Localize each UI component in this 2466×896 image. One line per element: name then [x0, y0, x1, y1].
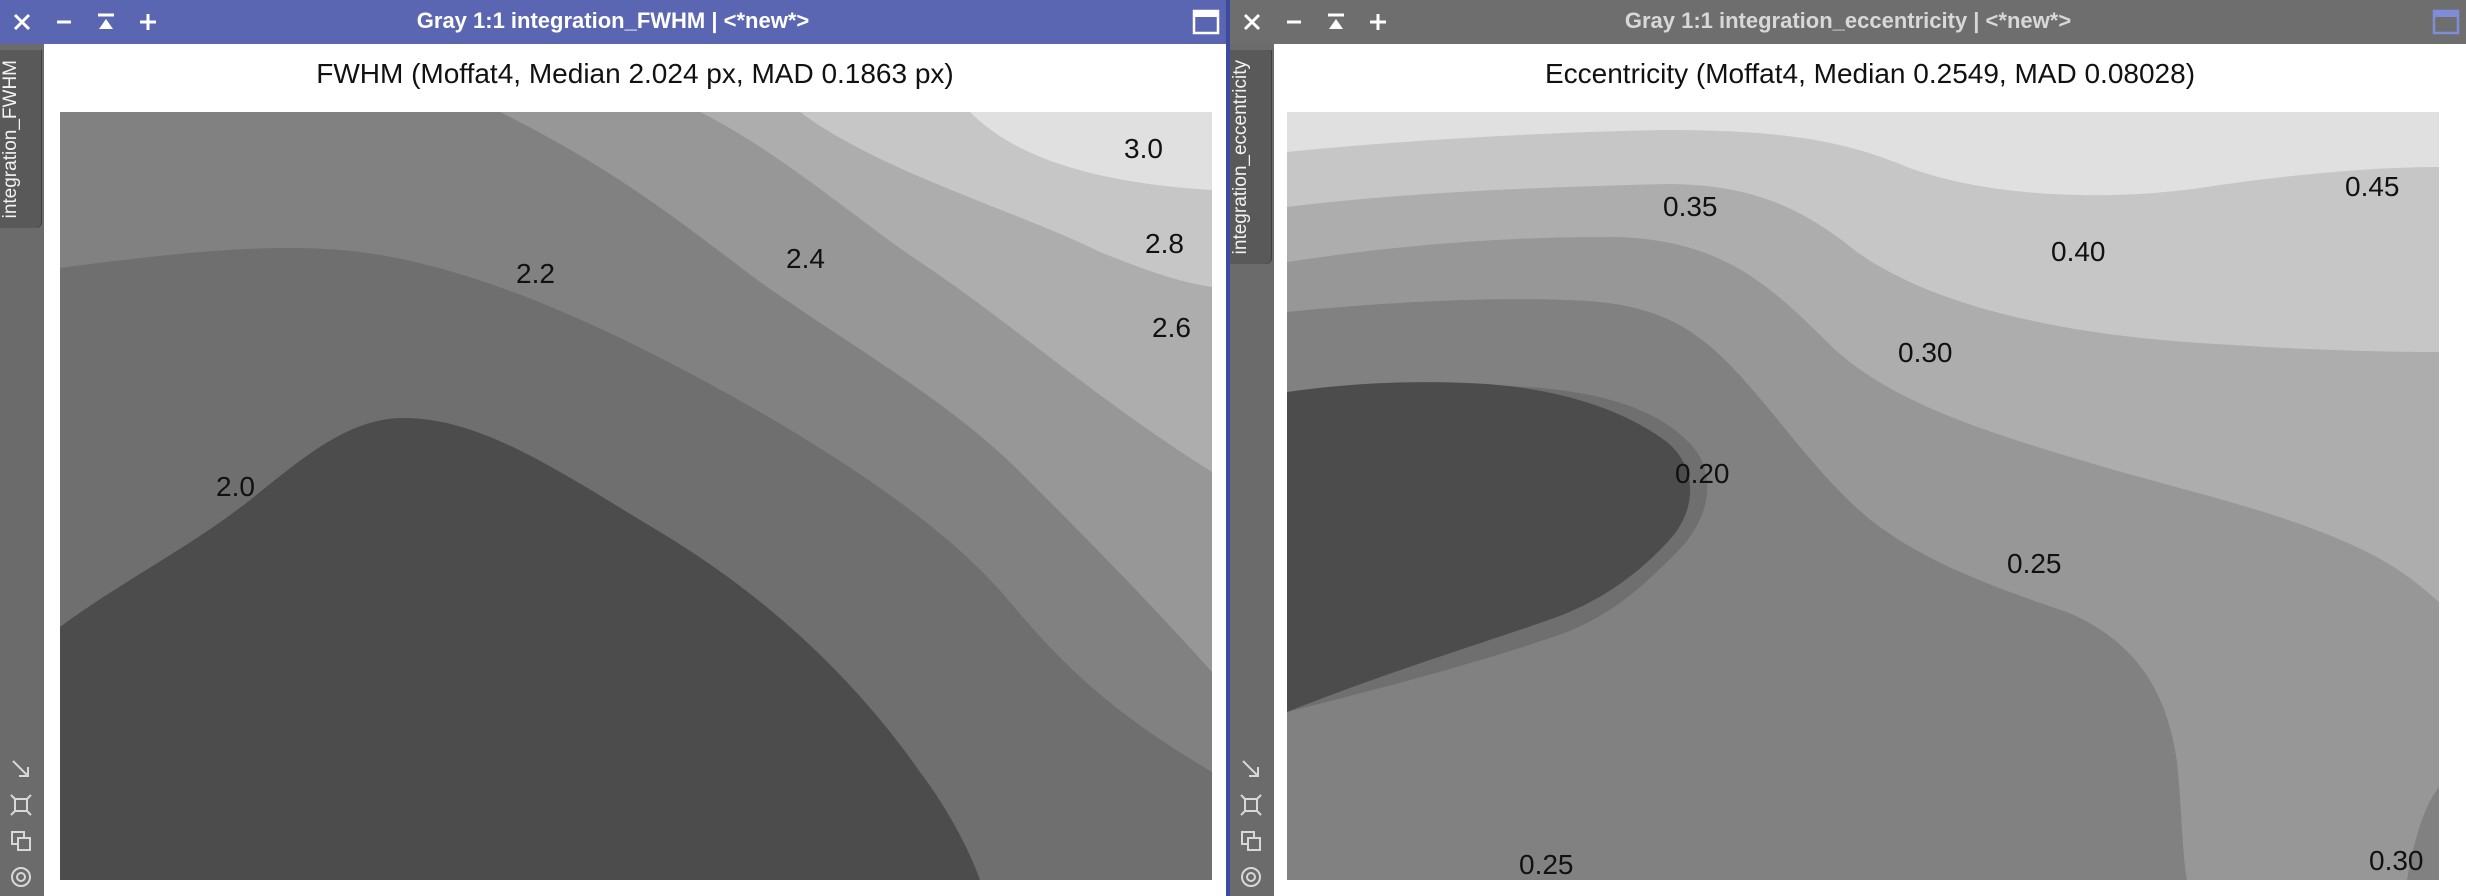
fwhm-titlebar[interactable]: Gray 1:1 integration_FWHM | <*new*> — [0, 0, 1226, 44]
contour-label: 2.2 — [516, 258, 555, 289]
fwhm-window: Gray 1:1 integration_FWHM | <*new*> inte… — [0, 0, 1226, 896]
window-maximize-icon[interactable] — [1192, 9, 1220, 35]
contour-band-1.8 — [60, 417, 980, 880]
fwhm-contour-map: 3.0 2.8 2.6 2.4 2.2 2.0 — [60, 112, 1212, 880]
tab-label: integration_FWHM — [0, 60, 21, 219]
resize-icon[interactable] — [1238, 756, 1264, 782]
contour-label: 0.30 — [2369, 845, 2424, 876]
contour-label: 0.25 — [1519, 849, 1574, 880]
window-title: Gray 1:1 integration_FWHM | <*new*> — [416, 8, 810, 33]
resize-icon[interactable] — [8, 756, 34, 782]
clone-icon[interactable] — [1238, 828, 1264, 854]
contour-label: 2.4 — [786, 243, 825, 274]
fwhm-sidebar: integration_FWHM — [0, 44, 45, 896]
contour-label: 3.0 — [1124, 133, 1163, 164]
close-icon[interactable] — [1240, 10, 1264, 34]
tab-integration-fwhm[interactable]: integration_FWHM — [0, 50, 42, 229]
plot-title: Eccentricity (Moffat4, Median 0.2549, MA… — [1544, 58, 2196, 89]
fit-icon[interactable] — [1238, 792, 1264, 818]
clone-icon[interactable] — [8, 828, 34, 854]
tab-label: integration_eccentricity — [1230, 60, 1251, 255]
eccentricity-contour-map: 0.45 0.40 0.35 0.30 0.20 0.25 0.25 0.30 — [1287, 112, 2439, 880]
contour-label: 0.20 — [1675, 458, 1730, 489]
contour-label: 2.6 — [1152, 312, 1191, 343]
plus-icon[interactable] — [136, 10, 160, 34]
contour-label: 2.0 — [216, 471, 255, 502]
minimize-icon[interactable] — [52, 10, 76, 34]
minimize-icon[interactable] — [1282, 10, 1306, 34]
eccentricity-sidebar: integration_eccentricity — [1230, 44, 1275, 896]
window-title: Gray 1:1 integration_eccentricity | <*ne… — [1624, 8, 2072, 33]
tab-integration-eccentricity[interactable]: integration_eccentricity — [1230, 50, 1272, 265]
target-icon[interactable] — [1238, 864, 1264, 890]
contour-band-0.20 — [1287, 382, 1691, 712]
eccentricity-image-view[interactable]: Eccentricity (Moffat4, Median 0.2549, MA… — [1274, 44, 2466, 896]
contour-label: 0.35 — [1663, 191, 1718, 222]
window-divider — [1226, 0, 1230, 896]
contour-label: 2.8 — [1145, 228, 1184, 259]
contour-label: 0.40 — [2051, 236, 2106, 267]
plus-icon[interactable] — [1366, 10, 1390, 34]
shade-icon[interactable] — [94, 10, 118, 34]
shade-icon[interactable] — [1324, 10, 1348, 34]
fwhm-image-view[interactable]: FWHM (Moffat4, Median 2.024 px, MAD 0.18… — [44, 44, 1226, 896]
contour-label: 0.30 — [1898, 337, 1953, 368]
fit-icon[interactable] — [8, 792, 34, 818]
plot-title: FWHM (Moffat4, Median 2.024 px, MAD 0.18… — [316, 58, 954, 89]
contour-band-0.30-bottom — [1587, 827, 1807, 880]
contour-label: 0.45 — [2345, 171, 2400, 202]
target-icon[interactable] — [8, 864, 34, 890]
contour-band-0.30-corner — [2407, 787, 2439, 880]
eccentricity-titlebar[interactable]: Gray 1:1 integration_eccentricity | <*ne… — [1230, 0, 2466, 44]
close-icon[interactable] — [10, 10, 34, 34]
window-maximize-icon[interactable] — [2432, 9, 2460, 35]
contour-label: 0.25 — [2007, 548, 2062, 579]
eccentricity-window: Gray 1:1 integration_eccentricity | <*ne… — [1230, 0, 2466, 896]
